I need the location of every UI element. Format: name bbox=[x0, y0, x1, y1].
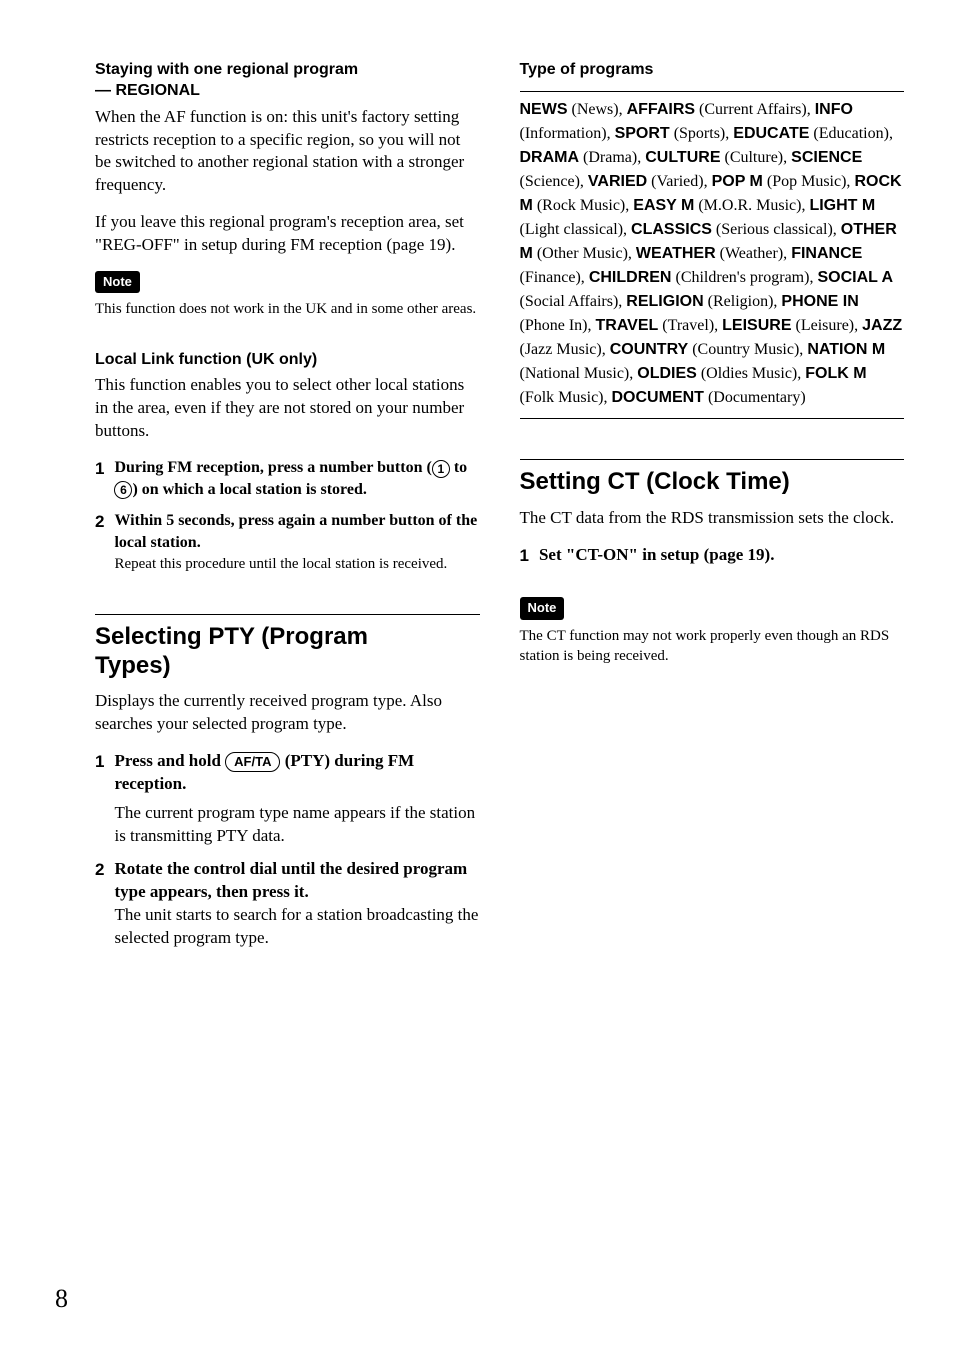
locallink-step-2: 2 Within 5 seconds, press again a number… bbox=[95, 510, 480, 573]
step-body: Within 5 seconds, press again a number b… bbox=[114, 510, 479, 573]
step1-pre: During FM reception, press a number butt… bbox=[114, 459, 431, 476]
pty-heading-l1: Selecting PTY (Program bbox=[95, 623, 368, 650]
step2-reg: The unit starts to search for a station … bbox=[114, 904, 479, 950]
afta-key-icon: AF/TA bbox=[225, 752, 280, 772]
note-badge: Note bbox=[95, 271, 140, 293]
section-rule bbox=[520, 459, 905, 460]
regional-heading: Staying with one regional program — REGI… bbox=[95, 60, 480, 102]
step1-body: The current program type name appears if… bbox=[114, 802, 479, 848]
left-column: Staying with one regional program — REGI… bbox=[95, 60, 480, 960]
section-rule bbox=[95, 614, 480, 615]
pty-step-1: 1 Press and hold AF/TA (PTY) during FM r… bbox=[95, 750, 480, 848]
types-rule bbox=[520, 91, 905, 92]
page-number: 8 bbox=[55, 1281, 68, 1317]
step-number: 1 bbox=[520, 544, 529, 568]
step1-instruction: Press and hold AF/TA (PTY) during FM rec… bbox=[114, 750, 479, 796]
step1-mid: to bbox=[450, 459, 467, 476]
regional-note-text: This function does not work in the UK an… bbox=[95, 299, 480, 319]
step-number: 1 bbox=[95, 457, 104, 500]
number-1-icon: 1 bbox=[432, 460, 450, 478]
ct-note-text: The CT function may not work properly ev… bbox=[520, 626, 905, 667]
ct-step1-text: Set "CT-ON" in setup (page 19). bbox=[539, 544, 904, 568]
step2-bold: Within 5 seconds, press again a number b… bbox=[114, 510, 479, 553]
note-badge: Note bbox=[520, 597, 565, 619]
step-body: During FM reception, press a number butt… bbox=[114, 457, 479, 500]
step2-bold: Rotate the control dial until the desire… bbox=[114, 858, 479, 904]
pty-heading: Selecting PTY (Program Types) bbox=[95, 623, 480, 681]
step-number: 2 bbox=[95, 858, 104, 950]
regional-p1: When the AF function is on: this unit's … bbox=[95, 106, 480, 198]
pty-step-2: 2 Rotate the control dial until the desi… bbox=[95, 858, 480, 950]
step-body: Rotate the control dial until the desire… bbox=[114, 858, 479, 950]
step-number: 2 bbox=[95, 510, 104, 573]
ct-heading: Setting CT (Clock Time) bbox=[520, 468, 905, 497]
ct-p1: The CT data from the RDS transmission se… bbox=[520, 507, 905, 530]
step-body: Press and hold AF/TA (PTY) during FM rec… bbox=[114, 750, 479, 848]
locallink-p1: This function enables you to select othe… bbox=[95, 374, 480, 443]
step1-pre: Press and hold bbox=[114, 751, 225, 770]
number-6-icon: 6 bbox=[114, 481, 132, 499]
step1-post: ) on which a local station is stored. bbox=[132, 481, 366, 498]
pty-heading-l2: Types) bbox=[95, 652, 171, 679]
regional-heading-l2: — REGIONAL bbox=[95, 82, 200, 99]
right-column: Type of programs NEWS (News), AFFAIRS (C… bbox=[520, 60, 905, 960]
regional-heading-l1: Staying with one regional program bbox=[95, 61, 358, 78]
locallink-heading: Local Link function (UK only) bbox=[95, 350, 480, 371]
step-number: 1 bbox=[95, 750, 104, 848]
types-heading: Type of programs bbox=[520, 60, 905, 81]
regional-p2: If you leave this regional program's rec… bbox=[95, 211, 480, 257]
locallink-step-1: 1 During FM reception, press a number bu… bbox=[95, 457, 480, 500]
pty-p1: Displays the currently received program … bbox=[95, 690, 480, 736]
program-types-list: NEWS (News), AFFAIRS (Current Affairs), … bbox=[520, 98, 905, 419]
step2-reg: Repeat this procedure until the local st… bbox=[114, 554, 479, 574]
ct-step-1: 1 Set "CT-ON" in setup (page 19). bbox=[520, 544, 905, 568]
